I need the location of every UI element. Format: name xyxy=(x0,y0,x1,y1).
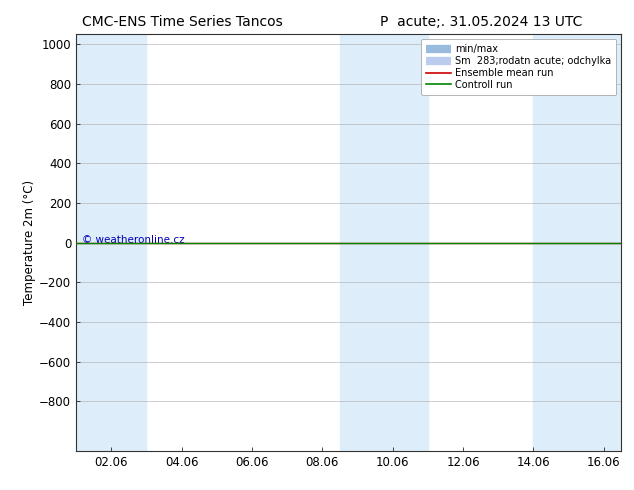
Text: P  acute;. 31.05.2024 13 UTC: P acute;. 31.05.2024 13 UTC xyxy=(380,15,583,29)
Bar xyxy=(340,34,428,451)
Y-axis label: Temperature 2m (°C): Temperature 2m (°C) xyxy=(23,180,36,305)
Legend: min/max, Sm  283;rodatn acute; odchylka, Ensemble mean run, Controll run: min/max, Sm 283;rodatn acute; odchylka, … xyxy=(422,39,616,95)
Text: CMC-ENS Time Series Tancos: CMC-ENS Time Series Tancos xyxy=(82,15,283,29)
Text: © weatheronline.cz: © weatheronline.cz xyxy=(82,236,184,245)
Bar xyxy=(533,34,621,451)
Bar xyxy=(76,34,146,451)
